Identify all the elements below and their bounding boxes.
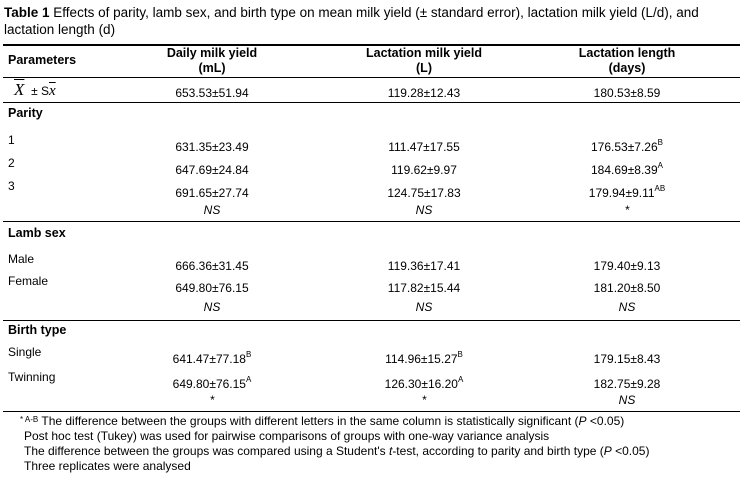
significance: * <box>421 393 427 407</box>
cell: 691.65±27.74 <box>175 186 249 200</box>
cell: 649.80±76.15 <box>175 281 249 295</box>
cell: 631.35±23.49 <box>175 140 249 154</box>
header-length: Lactation length (days) <box>578 46 676 75</box>
top-rule <box>3 44 740 46</box>
cell: 117.82±15.44 <box>387 281 461 295</box>
header-rule <box>3 77 740 78</box>
cell: 111.47±17.55 <box>388 140 460 154</box>
significance: NS <box>618 300 636 314</box>
cell: 119.62±9.97 <box>391 163 457 177</box>
cell: 179.15±8.43 <box>593 352 661 366</box>
caption-text: Effects of parity, lamb sex, and birth t… <box>4 5 699 37</box>
row-label: 1 <box>8 133 15 147</box>
header-lactation: Lactation milk yield (L) <box>365 46 482 75</box>
significance: NS <box>203 300 221 314</box>
significance: * <box>209 393 215 407</box>
header-parameters: Parameters <box>8 53 77 67</box>
row-label: Single <box>8 345 42 359</box>
rule <box>3 102 740 103</box>
mean-length: 180.53±8.59 <box>593 86 661 100</box>
cell: 179.40±9.13 <box>593 259 661 273</box>
cell: 179.94±9.11AB <box>588 184 666 200</box>
table-caption: Table 1 Effects of parity, lamb sex, and… <box>4 4 739 38</box>
cell: 176.53±7.26B <box>591 138 663 154</box>
row-label: Female <box>8 274 49 288</box>
row-label: Twinning <box>8 370 56 384</box>
rule <box>3 221 740 222</box>
bottom-rule <box>3 411 740 412</box>
footnotes: * A-B The difference between the groups … <box>20 414 650 473</box>
significance: NS <box>415 203 433 217</box>
row-label: Male <box>8 252 35 266</box>
cell: 119.36±17.41 <box>387 259 461 273</box>
cell: 666.36±31.45 <box>175 259 249 273</box>
caption-label: Table 1 <box>4 5 50 20</box>
cell: 181.20±8.50 <box>593 281 661 295</box>
group-title: Lamb sex <box>8 226 66 240</box>
group-title: Parity <box>8 106 43 120</box>
mean-daily: 653.53±51.94 <box>175 86 249 100</box>
cell: 647.69±24.84 <box>175 163 249 177</box>
rule <box>3 320 740 321</box>
significance: NS <box>618 393 636 407</box>
row-label: 3 <box>8 179 15 193</box>
header-daily: Daily milk yield (mL) <box>166 46 258 75</box>
cell: 126.30±16.20A <box>384 375 464 391</box>
row-label: 2 <box>8 156 15 170</box>
group-title: Birth type <box>8 323 67 337</box>
cell: 114.96±15.27B <box>385 350 463 366</box>
mean-label: X ± Sx <box>14 80 56 99</box>
cell: 649.80±76.15A <box>172 375 252 391</box>
significance: * <box>624 203 630 217</box>
cell: 182.75±9.28 <box>593 377 661 391</box>
mean-lactation: 119.28±12.43 <box>387 86 461 100</box>
significance: NS <box>415 300 433 314</box>
cell: 184.69±8.39A <box>591 161 663 177</box>
significance: NS <box>203 203 221 217</box>
cell: 641.47±77.18B <box>172 350 252 366</box>
cell: 124.75±17.83 <box>387 186 461 200</box>
